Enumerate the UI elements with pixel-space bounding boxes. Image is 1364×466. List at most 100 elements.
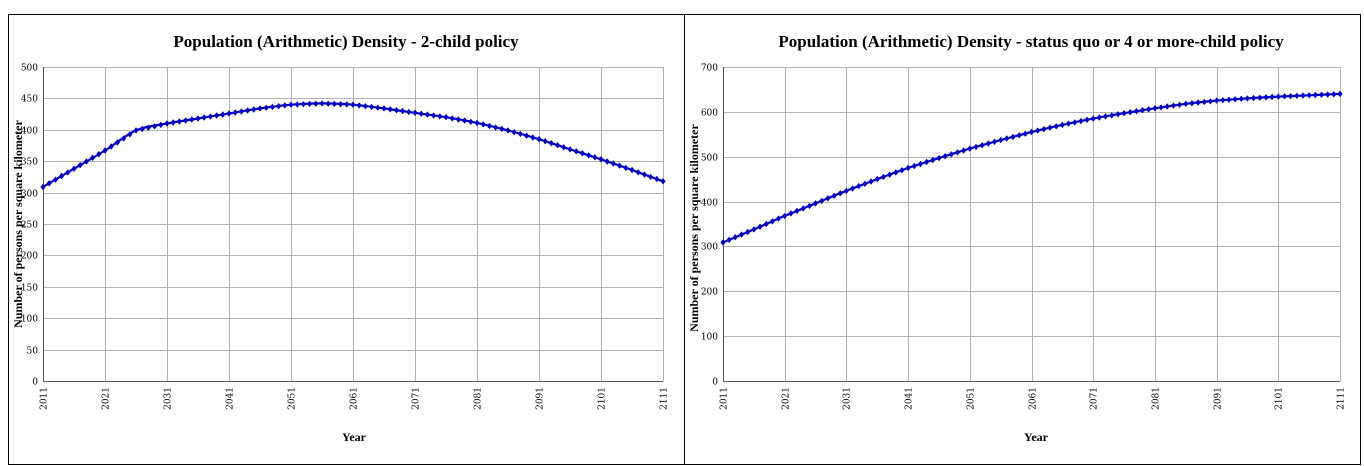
x-axis-title: Year <box>1024 430 1049 444</box>
series-line <box>722 92 1341 244</box>
x-tick-label: 2071 <box>1090 387 1100 410</box>
data-point <box>874 175 880 183</box>
data-point <box>263 104 269 111</box>
data-point <box>1127 109 1133 116</box>
data-point <box>1214 97 1220 104</box>
data-point <box>788 210 794 217</box>
data-point <box>1065 120 1072 127</box>
data-point <box>573 148 579 155</box>
data-point <box>1016 132 1022 139</box>
data-point <box>967 145 973 152</box>
data-point <box>480 121 486 128</box>
x-tick-label: 2011 <box>40 387 50 410</box>
data-point <box>899 167 905 174</box>
data-point <box>437 113 443 120</box>
y-tick-labels: 0 50 100 150 200 250 300 350 400 450 500 <box>21 64 38 388</box>
data-point <box>1269 93 1275 101</box>
data-point <box>1238 95 1244 102</box>
data-point <box>511 129 517 136</box>
x-tick-label: 2031 <box>843 387 853 410</box>
data-point <box>751 226 757 233</box>
data-point <box>1177 101 1183 108</box>
data-point <box>831 192 837 199</box>
x-tick-label: 2051 <box>288 387 298 410</box>
data-point <box>59 172 65 180</box>
data-series <box>40 100 666 191</box>
data-point <box>598 156 604 163</box>
data-point <box>127 131 133 138</box>
data-point <box>387 106 393 113</box>
data-point <box>468 118 474 125</box>
data-point <box>77 161 83 169</box>
data-point <box>641 171 647 178</box>
data-point <box>338 101 344 108</box>
data-point <box>757 223 763 230</box>
data-point <box>1096 114 1102 121</box>
data-point <box>462 117 468 124</box>
data-point <box>880 173 886 181</box>
x-tick-label: 2051 <box>967 387 977 410</box>
x-tick-label: 2071 <box>412 387 422 410</box>
panel-frame <box>684 14 1361 465</box>
data-point <box>406 108 412 116</box>
x-tick-label: 2081 <box>1152 387 1162 410</box>
data-point <box>455 116 461 123</box>
data-point <box>623 164 629 172</box>
data-point <box>412 109 418 116</box>
data-point <box>1331 91 1337 98</box>
data-point <box>893 169 899 176</box>
data-point <box>220 111 226 118</box>
data-point <box>1318 91 1325 98</box>
data-point <box>344 101 350 108</box>
data-point <box>232 109 238 116</box>
data-point <box>499 125 505 133</box>
data-point <box>973 143 979 151</box>
data-point <box>942 153 948 160</box>
data-point <box>325 100 331 107</box>
data-point <box>1041 126 1047 133</box>
data-point <box>555 142 561 149</box>
data-point <box>738 231 745 238</box>
data-point <box>530 134 536 141</box>
y-tick-label: 0 <box>32 378 38 388</box>
data-point <box>825 195 831 202</box>
data-point <box>763 220 769 228</box>
data-point <box>245 107 251 114</box>
y-axis-title: Number of persons per square kilometer <box>687 123 701 331</box>
data-point <box>524 132 530 139</box>
data-point <box>331 100 337 108</box>
data-point <box>1226 96 1232 103</box>
data-point <box>1004 135 1010 142</box>
data-point <box>424 111 430 118</box>
data-point <box>449 115 455 122</box>
data-point <box>561 144 567 151</box>
x-tick-label: 2041 <box>226 387 236 410</box>
data-point <box>732 234 738 241</box>
axes <box>43 67 663 382</box>
x-tick-labels: 2011 2021 2031 2041 2051 2061 2071 2081 2091 2101… <box>40 387 670 410</box>
data-point <box>1109 112 1115 119</box>
y-tick-label: 200 <box>701 288 718 298</box>
data-point <box>567 146 573 153</box>
data-point <box>1035 127 1041 134</box>
data-point <box>905 164 911 172</box>
data-point <box>1078 117 1084 125</box>
data-point <box>985 140 991 147</box>
data-point <box>90 154 96 161</box>
data-point <box>474 119 480 127</box>
x-tick-label: 2101 <box>598 387 608 410</box>
data-point <box>887 171 893 178</box>
data-point <box>1115 111 1121 118</box>
axes <box>723 67 1340 382</box>
data-point <box>1084 116 1090 123</box>
data-point <box>1133 108 1139 115</box>
x-tick-label: 2031 <box>164 387 174 410</box>
data-point <box>207 113 213 120</box>
chart-title: Population (Arithmetic) Density - 2-chil… <box>173 32 519 51</box>
y-tick-label: 150 <box>21 284 38 294</box>
y-tick-label: 600 <box>701 109 718 119</box>
data-point <box>1189 100 1195 107</box>
data-point <box>592 154 598 161</box>
data-point <box>1275 93 1281 100</box>
data-point <box>843 187 849 194</box>
